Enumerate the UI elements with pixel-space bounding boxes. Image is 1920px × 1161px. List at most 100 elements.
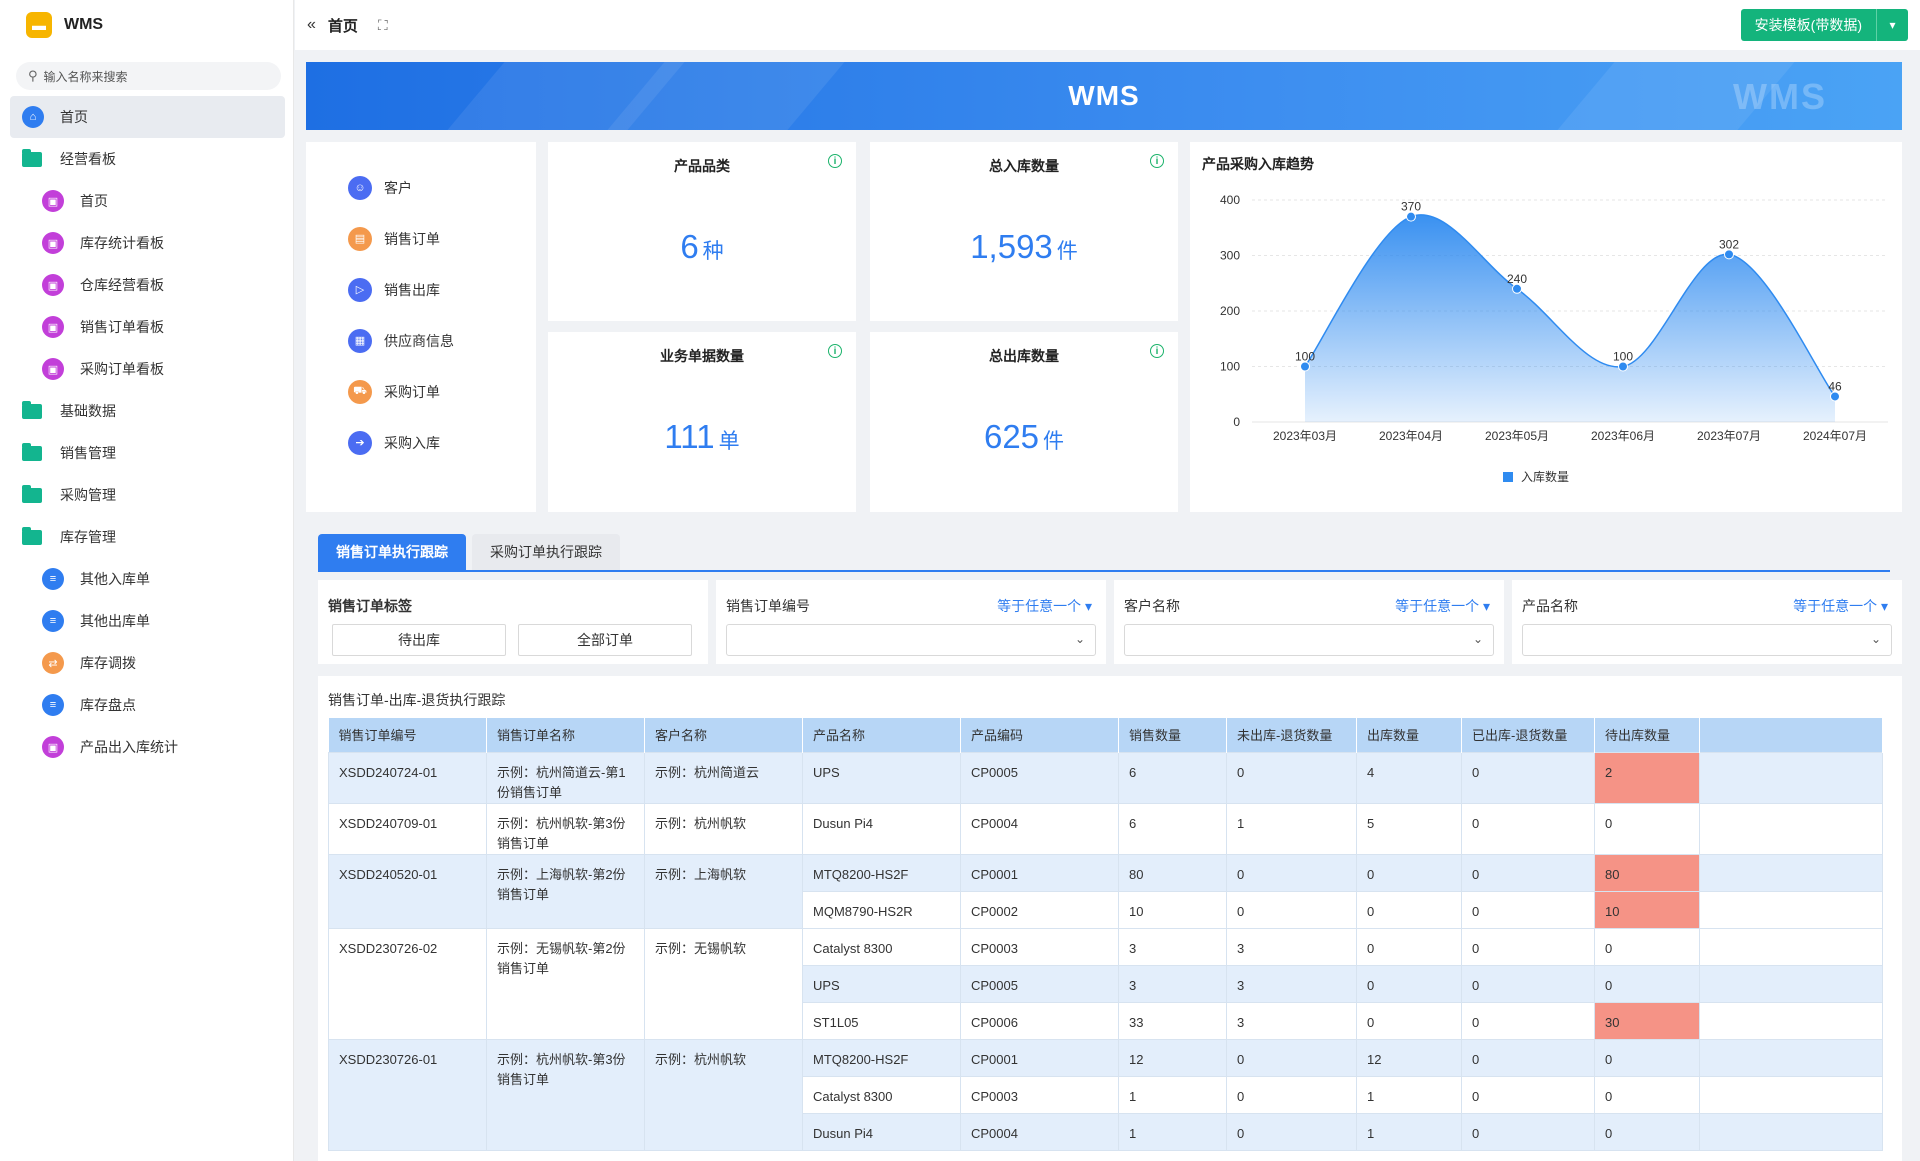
table-row[interactable]: UPS CP0005 3 3 0 0 0 <box>329 964 1883 1003</box>
sidebar-item[interactable]: 库存管理 <box>0 516 293 558</box>
table-row[interactable]: XSDD230726-01 示例：杭州帆软-第3份销售订单 示例：杭州帆软 MTQ82… <box>328 1038 1883 1151</box>
table-cell: 33 <box>1118 1001 1227 1040</box>
table-cell <box>1699 802 1883 855</box>
stat-card-outbound: 总出库数量 i 625 件 <box>870 332 1178 512</box>
sidebar-item[interactable]: ▣ 产品出入库统计 <box>0 726 293 768</box>
dashboard-banner: WMS WMS <box>306 62 1902 130</box>
sidebar-item[interactable]: 销售管理 <box>0 432 293 474</box>
filter-label: 产品名称 <box>1522 598 1578 614</box>
table-cell: 80 <box>1118 853 1227 892</box>
sidebar-item-label: 其他入库单 <box>80 571 150 587</box>
table-cell: UPS <box>802 964 961 1003</box>
filter-operator[interactable]: 等于任意一个 ▾ <box>1793 596 1888 616</box>
tracking-tabs: 销售订单执行跟踪 采购订单执行跟踪 <box>318 534 1890 572</box>
data-label: 46 <box>1828 379 1842 393</box>
quick-link[interactable]: ▷ 销售出库 <box>306 264 536 315</box>
dashboard-icon: ▣ <box>42 316 64 338</box>
data-point <box>1830 391 1840 402</box>
table-row[interactable]: Dusun Pi4 CP0004 1 0 1 0 0 <box>329 1112 1883 1151</box>
legend-swatch <box>1503 472 1513 482</box>
table-cell <box>1699 853 1883 892</box>
sidebar-item[interactable]: ≡ 库存盘点 <box>0 684 293 726</box>
table-cell <box>1699 1075 1883 1114</box>
fullscreen-icon[interactable]: ⛶ <box>377 16 388 33</box>
table-cell: UPS <box>802 751 961 804</box>
chevron-down-icon: ⌄ <box>1472 632 1483 646</box>
table-cell <box>1699 927 1883 966</box>
quick-link[interactable]: ➔ 采购入库 <box>306 417 536 468</box>
column-header-spacer <box>1699 718 1883 752</box>
table-cell: 0 <box>1226 890 1357 929</box>
table-cell: MTQ8200-HS2F <box>802 1038 961 1077</box>
chart-title: 产品采购入库趋势 <box>1202 156 1314 172</box>
table-cell: CP0001 <box>960 853 1119 892</box>
sidebar-item-label: 采购管理 <box>60 487 116 503</box>
column-header: 销售订单编号 <box>328 718 487 752</box>
quick-links-card: ☺ 客户 ▤ 销售订单 ▷ 销售出库 ▦ 供应商信息 ⛟ 采购订单 ➔ 采购入库 <box>306 142 536 512</box>
table-row[interactable]: XSDD240709-01 示例：杭州帆软-第3份销售订单 示例：杭州帆软 Dusun… <box>328 802 1883 855</box>
table-row[interactable]: XSDD240520-01 示例：上海帆软-第2份销售订单 示例：上海帆软 MTQ82… <box>328 853 1883 929</box>
sidebar-item[interactable]: ≡ 其他入库单 <box>0 558 293 600</box>
table-cell: XSDD230726-01 <box>328 1038 487 1151</box>
tab[interactable]: 采购订单执行跟踪 <box>472 534 620 570</box>
table-cell: 10 <box>1118 890 1227 929</box>
collapse-sidebar-icon[interactable]: « <box>307 16 316 33</box>
purchase-in-icon: ➔ <box>348 430 372 455</box>
install-dropdown-chevron-icon[interactable]: ▾ <box>1876 9 1908 41</box>
sidebar-item[interactable]: 经营看板 <box>0 138 293 180</box>
table-cell: 示例：上海帆软-第2份销售订单 <box>486 853 645 929</box>
tab[interactable]: 销售订单执行跟踪 <box>318 534 466 570</box>
quick-link[interactable]: ⛟ 采购订单 <box>306 366 536 417</box>
table-row[interactable]: XSDD240724-01 示例：杭州简道云-第1份销售订单 示例：杭州简道云 UPS… <box>328 751 1883 804</box>
sidebar-item[interactable]: ⌂ 首页 <box>10 96 285 138</box>
table-title: 销售订单-出库-退货执行跟踪 <box>328 692 506 708</box>
customer-select[interactable]: ⌄ <box>1124 624 1494 656</box>
sidebar-item[interactable]: ▣ 首页 <box>0 180 293 222</box>
table-cell: CP0001 <box>960 1038 1119 1077</box>
table-cell: 0 <box>1594 1075 1700 1114</box>
table-row[interactable]: XSDD230726-02 示例：无锡帆软-第2份销售订单 示例：无锡帆软 Catal… <box>328 927 1883 1040</box>
dashboard-icon: ▣ <box>42 358 64 380</box>
table-cell: 0 <box>1461 1112 1595 1151</box>
sidebar-item[interactable]: ≡ 其他出库单 <box>0 600 293 642</box>
table-row[interactable]: ST1L05 CP0006 33 3 0 0 30 <box>329 1001 1883 1040</box>
table-cell: CP0003 <box>960 927 1119 966</box>
table-cell: 12 <box>1356 1038 1462 1077</box>
product-select[interactable]: ⌄ <box>1522 624 1892 656</box>
order-no-select[interactable]: ⌄ <box>726 624 1096 656</box>
install-template-button[interactable]: 安装模板(带数据) <box>1740 9 1876 41</box>
table-cell: 0 <box>1356 927 1462 966</box>
sidebar-item[interactable]: ▣ 销售订单看板 <box>0 306 293 348</box>
table-row[interactable]: MQM8790-HS2R CP0002 10 0 0 0 10 <box>329 890 1883 929</box>
column-header: 未出库-退货数量 <box>1226 718 1357 752</box>
sidebar-item[interactable]: ▣ 仓库经营看板 <box>0 264 293 306</box>
table-cell: 0 <box>1594 964 1700 1003</box>
quick-link[interactable]: ▤ 销售订单 <box>306 213 536 264</box>
caret-down-icon: ▾ <box>1482 598 1490 614</box>
sidebar-item[interactable]: ▣ 库存统计看板 <box>0 222 293 264</box>
filter-operator[interactable]: 等于任意一个 ▾ <box>997 596 1092 616</box>
table-cell: 10 <box>1594 890 1700 929</box>
x-tick-label: 2023年06月 <box>1591 429 1655 443</box>
info-icon[interactable]: i <box>828 344 842 358</box>
table-cell: 0 <box>1594 927 1700 966</box>
sidebar-item[interactable]: 基础数据 <box>0 390 293 432</box>
tag-button-all[interactable]: 全部订单 <box>518 624 692 656</box>
sidebar-item[interactable]: 采购管理 <box>0 474 293 516</box>
info-icon[interactable]: i <box>828 154 842 168</box>
table-cell: 0 <box>1461 751 1595 804</box>
tag-button-pending[interactable]: 待出库 <box>332 624 506 656</box>
sidebar-item[interactable]: ▣ 采购订单看板 <box>0 348 293 390</box>
column-header: 客户名称 <box>644 718 803 752</box>
filter-label: 客户名称 <box>1124 598 1180 614</box>
quick-link[interactable]: ☺ 客户 <box>306 162 536 213</box>
y-tick-label: 100 <box>1220 360 1240 374</box>
info-icon[interactable]: i <box>1150 154 1164 168</box>
info-icon[interactable]: i <box>1150 344 1164 358</box>
table-cell: 示例：杭州简道云 <box>644 751 803 804</box>
filter-label: 销售订单编号 <box>726 598 810 614</box>
quick-link[interactable]: ▦ 供应商信息 <box>306 315 536 366</box>
sidebar-item[interactable]: ⇄ 库存调拨 <box>0 642 293 684</box>
filter-operator[interactable]: 等于任意一个 ▾ <box>1395 596 1490 616</box>
search-input[interactable]: ⚲ 输入名称来搜索 <box>16 62 281 90</box>
